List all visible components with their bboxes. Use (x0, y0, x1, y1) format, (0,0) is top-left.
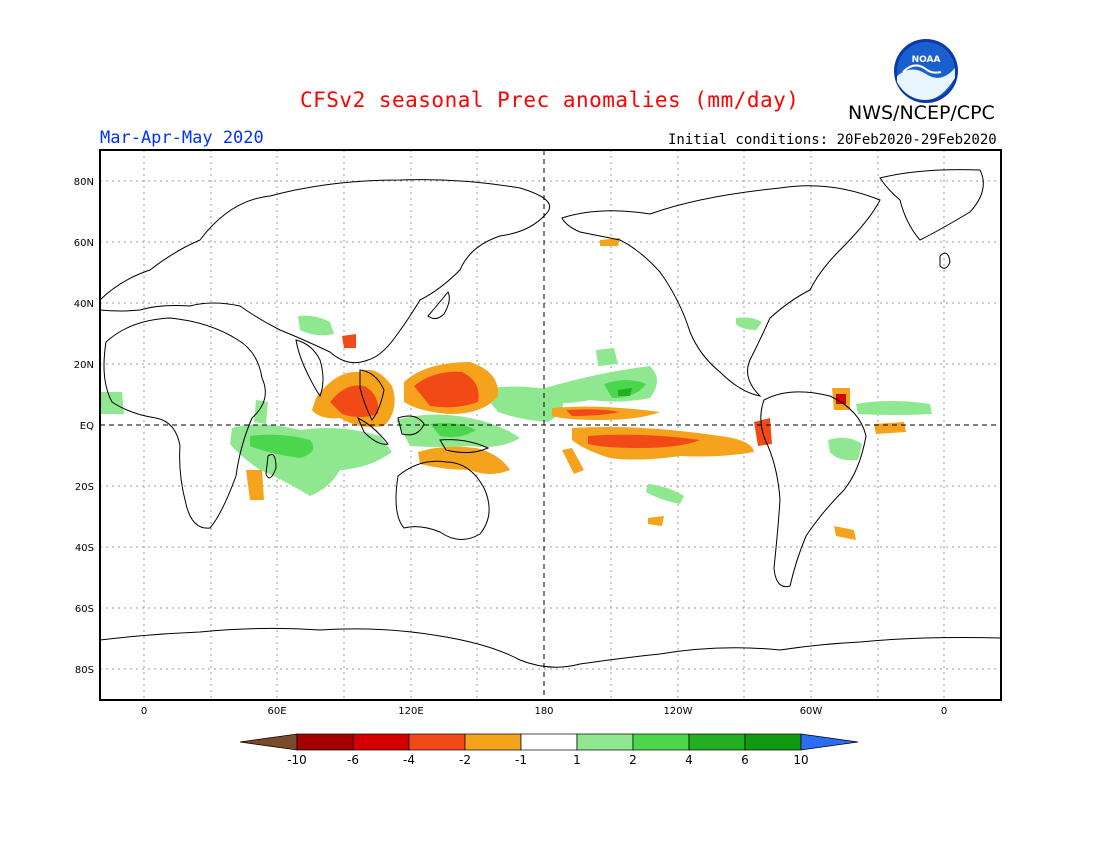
latitude-labels: 80N 60N 40N 20N EQ 20S 40S 60S 80S (74, 177, 94, 676)
noaa-logo: NOAA (894, 39, 958, 103)
longitude-labels: 0 60E 120E 180 120W 60W 0 (141, 706, 947, 717)
coast-eurasia (100, 179, 551, 364)
colorbar-label: 1 (573, 753, 581, 767)
coast-japan (427, 291, 450, 320)
initial-conditions: Initial conditions: 20Feb2020-29Feb2020 (668, 132, 997, 148)
dry-anomaly-alaska (600, 238, 620, 246)
colorbar-swatch (464, 733, 522, 751)
map-title: CFSv2 seasonal Prec anomalies (mm/day) (300, 88, 800, 112)
lon-label: 0 (141, 706, 147, 717)
wet-anomaly-east-africa (254, 400, 268, 424)
dry-anomaly-guiana-core (836, 394, 846, 404)
dry-anomaly-southern-africa (246, 470, 264, 500)
coastlines (100, 169, 1001, 668)
colorbar-swatch (520, 733, 578, 751)
lat-label: 20S (75, 482, 94, 493)
coast-indochina (359, 369, 385, 421)
dry-anomaly-india (342, 334, 356, 348)
coast-australia (395, 460, 490, 540)
coast-new-guinea (439, 439, 490, 454)
coast-south-america (760, 391, 867, 588)
map-frame (99, 149, 1002, 701)
lat-label: 40S (75, 543, 94, 554)
lat-label: 60S (75, 604, 94, 615)
coast-madagascar (265, 454, 277, 479)
svg-text:NOAA: NOAA (912, 55, 941, 65)
wet-anomaly-south-pacific (646, 484, 684, 504)
coast-uk (939, 252, 951, 269)
coast-sumatra (357, 416, 389, 445)
dry-anomaly-south-pacific-small (562, 448, 584, 474)
wet-anomaly-atlantic-eq (856, 401, 932, 415)
colorbar-label: -10 (287, 753, 307, 767)
dry-anomaly-south-pacific-small-2 (648, 516, 664, 526)
wet-anomaly-indian-core (250, 434, 314, 458)
colorbar-swatch (296, 733, 354, 751)
coast-antarctica (100, 627, 1001, 668)
colorbar-swatch (408, 733, 466, 751)
dry-anomaly-south-atlantic (834, 526, 856, 540)
lon-label: 120W (664, 706, 693, 717)
coast-africa (103, 317, 266, 529)
lon-label: 120E (398, 706, 423, 717)
colorbar-label: -2 (459, 753, 471, 767)
coast-india (295, 339, 324, 398)
dry-anomaly-philippine-core (414, 371, 479, 408)
dry-anomaly-equatorial-pacific-n-core (566, 409, 620, 416)
colorbar-low-arrow (239, 733, 298, 751)
graticule (100, 150, 1001, 700)
lat-label: 80N (74, 177, 94, 188)
colorbar-swatch (744, 733, 802, 751)
colorbar-high-arrow (800, 733, 859, 751)
lat-label: 20N (74, 360, 94, 371)
wet-anomaly-west-pacific (480, 386, 564, 422)
dry-anomaly-equatorial-pacific-s-core (588, 434, 700, 448)
wet-anomaly-us-east (736, 317, 762, 330)
wet-anomaly-west-africa (100, 392, 124, 414)
anomaly-shading (100, 238, 932, 540)
coast-greenland (879, 169, 984, 241)
colorbar: -10 -6 -4 -2 -1 1 2 4 6 10 (239, 733, 859, 767)
wet-anomaly-arabia (298, 315, 334, 336)
wet-anomaly-brazil (828, 437, 862, 461)
dry-anomaly-north-australia (418, 446, 510, 474)
wet-anomaly-maritime-core (430, 422, 476, 438)
colorbar-swatch (688, 733, 746, 751)
colorbar-swatch (352, 733, 410, 751)
forecast-period: Mar-Apr-May 2020 (100, 128, 264, 148)
lon-label: 60W (800, 706, 823, 717)
dry-anomaly-bay-of-bengal-core (330, 385, 379, 417)
coast-north-america (561, 185, 881, 397)
lat-label: EQ (80, 421, 94, 432)
colorbar-label: -1 (515, 753, 527, 767)
colorbar-label: 6 (741, 753, 749, 767)
coast-borneo (397, 415, 425, 436)
lat-label: 40N (74, 299, 94, 310)
organization-label: NWS/NCEP/CPC (848, 102, 995, 124)
lat-label: 60N (74, 238, 94, 249)
wet-anomaly-central-pacific-peak (618, 388, 632, 396)
colorbar-label: 2 (629, 753, 637, 767)
colorbar-swatch (632, 733, 690, 751)
colorbar-label: -4 (403, 753, 415, 767)
colorbar-label: 10 (793, 753, 808, 767)
colorbar-label: -6 (347, 753, 359, 767)
lon-label: 0 (941, 706, 947, 717)
colorbar-label: 4 (685, 753, 693, 767)
dry-anomaly-atlantic-eq (874, 422, 906, 434)
lon-label: 60E (267, 706, 286, 717)
lon-label: 180 (534, 706, 553, 717)
colorbar-swatch (576, 733, 634, 751)
wet-anomaly-north-pacific (596, 348, 618, 366)
lat-label: 80S (75, 665, 94, 676)
